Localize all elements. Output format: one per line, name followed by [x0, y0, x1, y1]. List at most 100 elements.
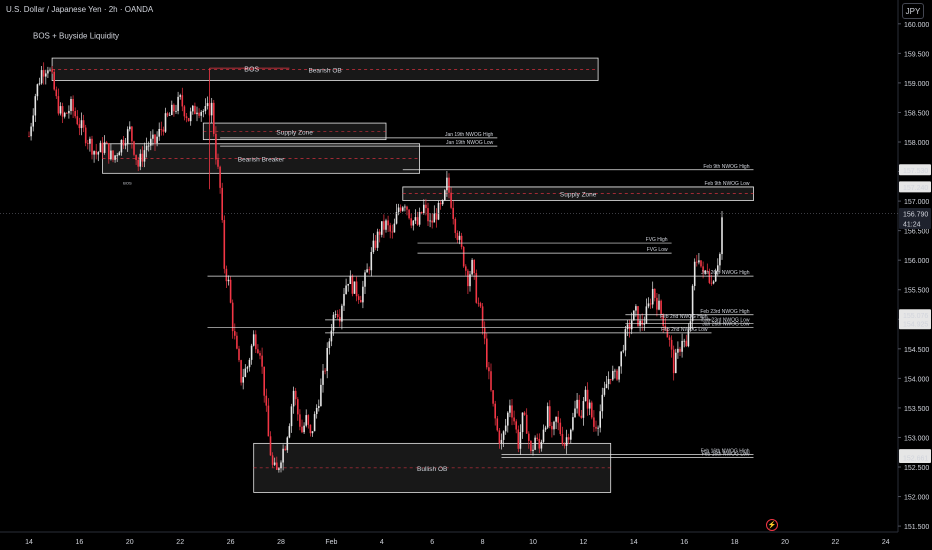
candle-body [605, 384, 608, 389]
candle-body [315, 407, 318, 415]
candle-body [393, 223, 396, 233]
candle-body [633, 310, 635, 321]
candle-body [257, 349, 259, 354]
candle-body [431, 220, 433, 223]
candle-body [456, 232, 459, 240]
candle-body [97, 152, 100, 155]
candle-body [261, 355, 263, 367]
candle-body [681, 340, 683, 352]
zone-label: Bearish Breaker [238, 157, 285, 164]
candle-body [78, 124, 81, 129]
level-label: Jan 19th NWOG High [445, 132, 494, 138]
candle-body [330, 330, 333, 342]
candle-body [223, 220, 226, 269]
candle-body [557, 416, 559, 423]
candle-body [76, 116, 79, 125]
candle-body [135, 154, 137, 161]
y-tick-label: 152.000 [904, 495, 929, 502]
candle-body [553, 421, 555, 430]
level-label: Jan 26th NWOG Low [702, 322, 750, 328]
candle-body [240, 360, 242, 383]
candle-body [357, 296, 360, 300]
price-label-bg [899, 218, 931, 230]
candle-body [687, 329, 690, 347]
candle-body [567, 437, 570, 440]
candle-body [620, 351, 622, 367]
y-tick-label: 153.000 [904, 435, 929, 442]
candle-body [66, 112, 68, 114]
candle-body [435, 213, 438, 220]
candle-body [93, 151, 95, 155]
candle-body [57, 96, 60, 114]
level-label: FVG Low [647, 247, 668, 253]
candle-body [408, 209, 410, 219]
candle-body [110, 150, 112, 160]
candle-body [712, 281, 715, 284]
candle-body [162, 129, 165, 132]
candle-body [546, 406, 549, 428]
candle-body [570, 429, 572, 440]
candle-body [565, 437, 568, 446]
candle-body [320, 384, 322, 407]
price-label: 157.530 [903, 168, 928, 175]
x-tick-label: 14 [25, 539, 33, 546]
candle-body [425, 204, 427, 209]
y-tick-label: 156.500 [904, 229, 929, 236]
candle-body [437, 202, 440, 220]
candle-body [72, 99, 74, 112]
candle-body [259, 353, 261, 356]
candle-body [244, 368, 247, 377]
candle-body [366, 269, 368, 273]
candle-body [719, 254, 721, 266]
candle-body [507, 412, 509, 426]
candle-body [614, 370, 616, 372]
candle-body [637, 306, 639, 326]
candle-body [42, 70, 45, 77]
candle-body [677, 348, 679, 353]
candle-body [423, 204, 425, 214]
alert-bolt-icon[interactable]: ⚡ [766, 519, 778, 531]
candle-body [536, 437, 538, 439]
candle-body [299, 414, 301, 427]
zone-label: Supply Zone [276, 129, 313, 136]
candle-body [519, 432, 522, 449]
candle-body [572, 417, 574, 430]
candle-body [45, 73, 47, 77]
candle-body [446, 177, 448, 191]
candle-body [372, 240, 375, 252]
candle-body [689, 321, 692, 330]
candle-body [89, 138, 91, 144]
candle-body [599, 411, 601, 428]
zone-label: Bullish OB [417, 466, 447, 473]
candle-body [116, 155, 118, 157]
candle-body [595, 426, 597, 429]
candle-body [353, 281, 356, 294]
candle-body [263, 366, 265, 396]
candle-body [231, 302, 234, 332]
candle-body [101, 142, 104, 153]
candle-body [584, 389, 587, 402]
candle-body [475, 273, 478, 303]
candle-body [477, 302, 480, 304]
candle-body [339, 317, 341, 322]
candle-body [355, 281, 358, 297]
candle-body [410, 218, 412, 226]
candle-body [305, 415, 307, 426]
candle-body [68, 110, 70, 114]
candle-body [311, 431, 314, 434]
candle-body [164, 113, 167, 132]
candle-body [246, 367, 249, 369]
currency-button[interactable]: JPY [902, 3, 924, 19]
candle-body [416, 217, 419, 225]
candle-body [433, 213, 436, 223]
x-tick-label: 18 [731, 539, 739, 546]
candle-body [660, 300, 662, 314]
candle-body [32, 115, 34, 127]
level-label: Feb 2nd NWOG Low [661, 327, 708, 333]
candle-body [122, 139, 125, 146]
candle-body [171, 104, 173, 115]
candle-body [219, 166, 221, 188]
candle-body [429, 220, 431, 222]
candle-body [502, 431, 505, 440]
